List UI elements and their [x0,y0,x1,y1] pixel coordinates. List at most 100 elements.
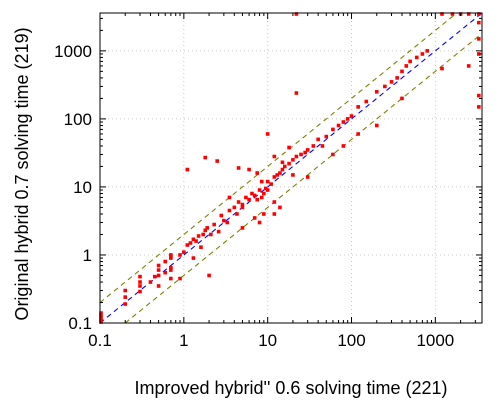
data-point [272,200,277,204]
data-point [324,134,329,139]
data-point [349,114,354,118]
data-point [215,159,220,163]
data-point [232,205,237,210]
data-point [203,155,208,160]
data-point [163,259,168,264]
data-point [420,52,425,56]
y-tick-label: 1000 [54,42,92,61]
data-point [250,191,254,196]
x-tick-label: 0.1 [88,331,112,350]
data-point [265,188,270,192]
data-point [201,232,205,237]
y-tick-label: 100 [64,110,92,129]
data-point [294,154,299,159]
data-point [331,127,335,132]
data-point [99,320,103,324]
data-point [265,132,270,136]
data-point [287,161,291,166]
data-point [244,195,248,200]
data-point [272,175,277,179]
data-point [247,197,251,202]
data-point [291,158,295,162]
data-point [259,179,264,184]
data-point [356,132,360,136]
data-point [188,241,193,245]
data-point [311,144,316,148]
data-point [99,315,103,320]
data-point [466,64,471,68]
data-point [477,20,481,25]
data-point [294,91,299,95]
data-point [336,123,341,128]
data-point [196,234,201,238]
data-point [185,167,190,172]
data-point [440,12,444,16]
data-point [278,205,282,210]
data-point [265,179,270,184]
data-point [404,64,409,68]
data-point [341,144,346,148]
data-point [440,66,444,71]
data-point [282,164,287,169]
data-points [99,12,481,324]
data-point [227,208,232,213]
data-point [477,105,481,109]
data-point [169,265,173,270]
data-point [400,96,404,101]
x-tick-label: 100 [337,331,365,350]
data-point [240,205,245,210]
data-point [466,12,471,16]
data-point [203,228,208,233]
data-point [169,268,173,272]
data-point [316,137,320,142]
data-point [477,37,481,41]
data-point [138,289,142,294]
data-point [364,99,369,104]
y-tick-label: 10 [73,178,92,197]
data-point [305,175,310,179]
data-point [236,200,241,204]
data-point [252,216,257,220]
data-point [219,213,224,218]
x-tick-label: 10 [258,331,277,350]
data-point [227,195,232,200]
data-point [305,148,310,152]
data-point [207,273,211,278]
data-point [356,105,360,109]
reference-line [99,12,458,303]
data-point [194,239,198,243]
x-tick-label: 1000 [416,331,454,350]
data-point [383,84,387,89]
data-point [272,212,277,216]
data-point [414,55,419,60]
data-point [138,280,142,284]
data-point [156,284,161,288]
data-point [395,76,399,80]
x-axis-title: Improved hybrid'' 0.6 solving time (221) [134,378,447,398]
data-point [99,311,103,315]
data-point [389,80,394,84]
data-point [287,145,291,150]
data-point [408,59,412,64]
data-point [331,152,335,157]
data-point [205,226,210,230]
data-point [182,250,186,254]
data-point [280,167,285,172]
data-point [123,288,128,293]
data-point [209,232,213,237]
data-point [303,150,307,155]
data-point [477,12,481,16]
data-point [291,173,295,177]
data-point [262,212,266,216]
data-point [262,191,266,196]
data-point [255,171,260,175]
data-point [280,160,285,165]
y-axis-title: Original hybrid 0.7 solving time (219) [12,27,32,320]
data-point [163,270,168,275]
data-point [156,268,161,272]
data-point [216,229,221,234]
data-point [123,295,128,299]
data-point [269,182,273,186]
data-point [240,226,245,230]
